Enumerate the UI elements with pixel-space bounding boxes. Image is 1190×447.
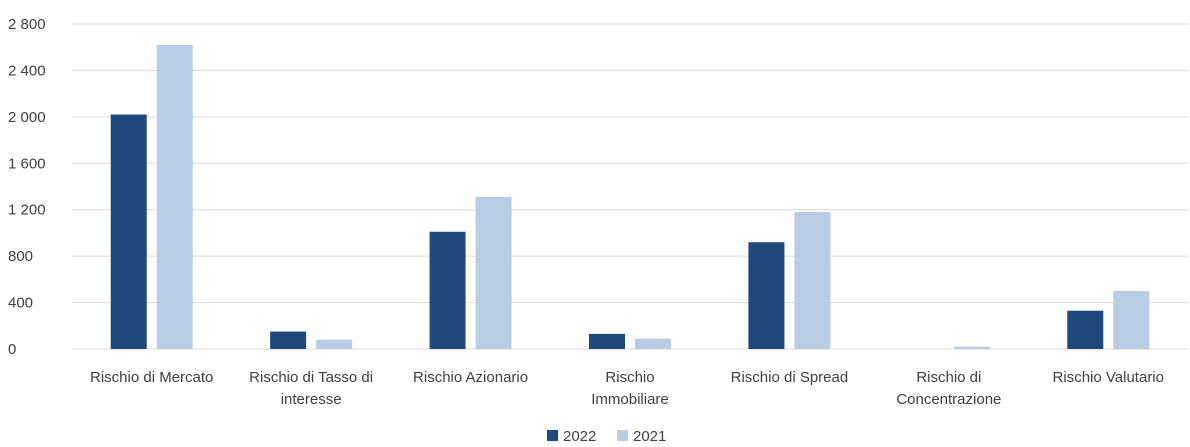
legend: 2022 2021	[547, 428, 666, 445]
bar-2021-1	[316, 339, 353, 349]
bar-2021-6	[1113, 290, 1150, 349]
y-tick-label: 1 200	[8, 202, 46, 219]
bars	[110, 44, 1150, 350]
bar-2022-3	[589, 333, 625, 349]
bar-2022-2	[429, 231, 466, 349]
bar-2021-2	[475, 196, 512, 349]
y-tick-label: 2 800	[8, 16, 46, 33]
bar-2021-5	[953, 346, 990, 349]
y-tick-label: 1 600	[8, 155, 46, 172]
gridlines	[72, 23, 1188, 350]
legend-swatch-2022	[547, 430, 558, 441]
bar-2022-1	[270, 331, 307, 349]
x-category-label: Rischio Azionario	[413, 369, 528, 386]
x-category-label: Rischio di Spread	[731, 369, 849, 386]
y-tick-label: 2 400	[8, 62, 46, 79]
bar-2022-6	[1067, 310, 1104, 349]
bar-2022-4	[748, 242, 785, 349]
x-category-label: Rischio di Tasso di interesse	[249, 369, 373, 408]
y-axis-tick-labels: 0 400 800 1 200 1 600 2 000 2 400 2 800	[8, 16, 46, 358]
y-tick-label: 400	[8, 295, 33, 312]
x-category-label: Rischio Valutario	[1053, 369, 1164, 386]
bar-2021-3	[635, 338, 671, 349]
x-category-label: Rischio di Mercato	[90, 369, 213, 386]
bar-2021-0	[156, 44, 193, 350]
legend-label-2022: 2022	[563, 428, 596, 445]
y-tick-label: 2 000	[8, 109, 46, 126]
bar-2022-0	[110, 114, 147, 350]
y-tick-label: 800	[8, 248, 33, 265]
legend-label-2021: 2021	[633, 428, 666, 445]
x-category-label: Rischio di Concentrazione	[896, 369, 1001, 408]
y-tick-label: 0	[8, 341, 16, 358]
x-axis-category-labels: Rischio di Mercato Rischio di Tasso di int…	[90, 369, 1164, 408]
x-category-label: Rischio Immobiliare	[591, 369, 669, 408]
bar-2021-4	[794, 212, 831, 349]
legend-swatch-2021	[617, 430, 628, 441]
